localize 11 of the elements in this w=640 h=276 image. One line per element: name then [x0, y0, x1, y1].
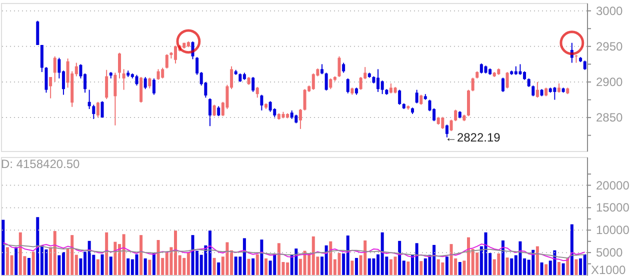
annotation: D: 4158420.50	[1, 157, 80, 171]
y-tick-label: 10000	[596, 223, 630, 238]
y-tick-label: 2900	[596, 74, 624, 89]
annotation: ←2822.19	[444, 130, 501, 144]
y-tick-label: 3000	[596, 4, 624, 18]
y-tick-label: 15000	[596, 200, 630, 215]
y-tick-label: 20000	[596, 178, 630, 192]
text: X1000	[591, 263, 626, 276]
y-tick-label: 2950	[596, 39, 624, 54]
y-tick-label: 2850	[596, 110, 624, 125]
y-tick-label: 5000	[596, 246, 624, 260]
